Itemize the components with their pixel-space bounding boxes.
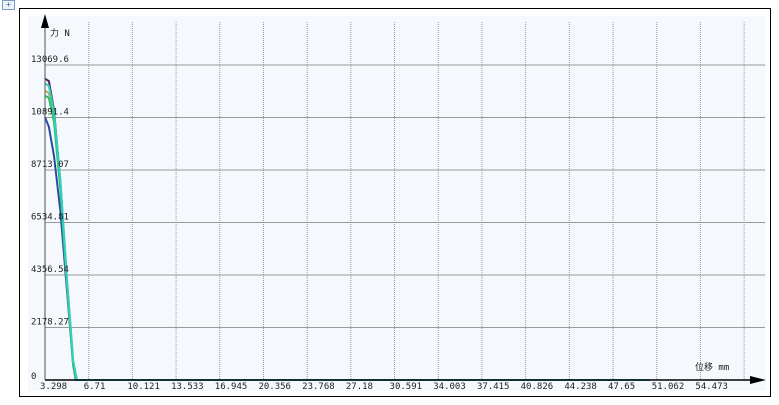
x-tick-label: 3.298: [40, 382, 67, 392]
x-tick-label: 23.768: [302, 382, 335, 392]
chart-frame: [19, 8, 771, 397]
move-handle-icon[interactable]: +: [2, 0, 15, 10]
y-tick-label: 13069.6: [31, 55, 69, 65]
x-tick-label: 54.473: [695, 382, 728, 392]
x-tick-label: 27.18: [346, 382, 373, 392]
x-axis-arrow-icon: [750, 376, 766, 384]
y-tick-label: 10891.4: [31, 107, 69, 117]
x-tick-label: 51.062: [652, 382, 685, 392]
y-tick-label: 6534.81: [31, 213, 69, 223]
y-tick-label: 8713.07: [31, 160, 69, 170]
x-tick-label: 37.415: [477, 382, 510, 392]
y-axis-label: 力 N: [50, 27, 70, 39]
x-tick-label: 10.121: [127, 382, 160, 392]
x-tick-label: 40.826: [521, 382, 554, 392]
y-tick-label: 4356.54: [31, 265, 69, 275]
x-axis-label: 位移 mm: [695, 361, 729, 373]
x-tick-label: 30.591: [390, 382, 423, 392]
x-tick-label: 20.356: [258, 382, 291, 392]
y-tick-label: 0: [31, 372, 36, 382]
x-tick-label: 44.238: [564, 382, 597, 392]
plot-background: [28, 16, 766, 391]
y-axis-arrow-icon: [41, 14, 49, 28]
data-series-line: [44, 82, 650, 381]
y-tick-label: 2178.27: [31, 318, 69, 328]
x-tick-label: 13.533: [171, 382, 204, 392]
x-tick-label: 16.945: [215, 382, 248, 392]
x-tick-label: 6.71: [84, 382, 106, 392]
x-tick-label: 34.003: [433, 382, 466, 392]
x-tick-label: 47.65: [608, 382, 635, 392]
